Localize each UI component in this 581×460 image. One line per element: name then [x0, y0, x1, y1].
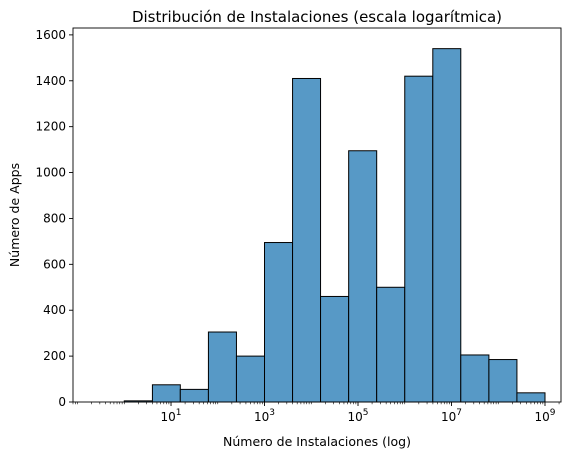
chart-title: Distribución de Instalaciones (escala lo…: [132, 8, 502, 26]
x-axis: 101 103 105 107 109: [72, 402, 560, 424]
y-tick-label: 200: [43, 349, 66, 363]
histogram-bar: [179, 388, 209, 403]
y-tick-label: 1000: [35, 166, 66, 180]
y-tick-label: 1600: [35, 28, 66, 42]
y-tick-label: 400: [43, 303, 66, 317]
histogram-bar: [151, 384, 181, 403]
x-tick-label: 103: [254, 408, 275, 424]
histogram-bar: [516, 392, 546, 403]
y-tick-label: 0: [58, 395, 66, 409]
histogram-bar: [404, 75, 434, 403]
histogram-bar: [207, 331, 237, 403]
histogram-bar: [348, 150, 378, 403]
x-tick-label: 105: [348, 408, 369, 424]
x-tick-label: 101: [161, 408, 182, 424]
y-tick-label: 1400: [35, 74, 66, 88]
x-tick-label: 109: [534, 408, 555, 424]
histogram-bar: [235, 355, 266, 403]
y-tick-label: 600: [43, 257, 66, 271]
y-tick-label: 800: [43, 211, 66, 225]
histogram-bar: [460, 354, 490, 403]
x-tick-label: 107: [441, 408, 462, 424]
plot-frame: [72, 27, 562, 403]
y-axis: 0 200 400 600 800 1000 1200 1400 1600: [35, 28, 73, 409]
histogram-bar: [264, 242, 294, 403]
histogram-bar: [292, 77, 322, 403]
x-axis-label: Número de Instalaciones (log): [223, 434, 411, 449]
histogram-bar: [488, 359, 518, 403]
y-axis-label: Número de Apps: [7, 163, 22, 267]
histogram-bar: [320, 295, 350, 403]
histogram-bar: [432, 48, 462, 403]
y-tick-label: 1200: [35, 120, 66, 134]
histogram-bar: [376, 286, 406, 403]
bars-group: [123, 48, 546, 403]
